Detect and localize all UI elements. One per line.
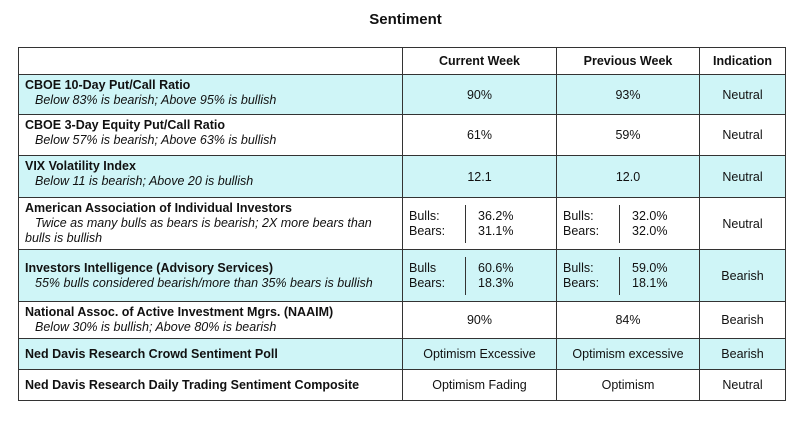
header-current-week: Current Week (402, 47, 557, 75)
indicator-name: Ned Davis Research Daily Trading Sentime… (25, 377, 360, 392)
indicator-cell: Ned Davis Research Crowd Sentiment Poll (18, 338, 403, 370)
previous-split: Bulls: Bears: 32.0% 32.0% (556, 197, 700, 250)
page-title: Sentiment (369, 11, 442, 28)
indicator-cell: CBOE 3-Day Equity Put/Call Ratio Below 5… (18, 114, 403, 156)
indicator-name: Ned Davis Research Crowd Sentiment Poll (25, 346, 278, 361)
previous-value: 84% (556, 301, 700, 339)
indicator-name: VIX Volatility Index (25, 159, 136, 173)
bulls-value: 59.0% (632, 260, 668, 275)
bulls-label: Bulls: (563, 208, 594, 223)
indicator-desc: Twice as many bulls as bears is bearish;… (35, 216, 372, 230)
indicator-name: CBOE 3-Day Equity Put/Call Ratio (25, 118, 226, 132)
bears-label: Bears: (409, 223, 446, 238)
table-row: Ned Davis Research Crowd Sentiment Poll … (18, 338, 786, 370)
indicator-name: CBOE 10-Day Put/Call Ratio (25, 78, 191, 92)
previous-split: Bulls: Bears: 59.0% 18.1% (556, 249, 700, 302)
indicator-desc: Below 57% is bearish; Above 63% is bulli… (35, 133, 277, 147)
indicator-name: American Association of Individual Inves… (25, 201, 292, 215)
header-indicator (18, 47, 403, 75)
bears-value: 18.3% (478, 275, 514, 290)
indicator-desc: Below 11 is bearish; Above 20 is bullish (35, 174, 254, 188)
current-split: Bulls: Bears: 36.2% 31.1% (402, 197, 557, 250)
bears-value: 32.0% (632, 223, 668, 238)
indication-value: Neutral (699, 369, 786, 401)
bulls-value: 36.2% (478, 208, 514, 223)
table-row: American Association of Individual Inves… (18, 197, 786, 250)
indicator-cell: American Association of Individual Inves… (18, 197, 403, 250)
table-row: CBOE 3-Day Equity Put/Call Ratio Below 5… (18, 114, 786, 156)
header-previous-week: Previous Week (556, 47, 700, 75)
bears-label: Bears: (563, 223, 600, 238)
indication-value: Bearish (699, 338, 786, 370)
indicator-desc-cont: bulls is bullish (25, 231, 103, 245)
previous-value: Optimism (556, 369, 700, 401)
header-indication: Indication (699, 47, 786, 75)
bears-label: Bears: (409, 275, 446, 290)
current-value: Optimism Fading (402, 369, 557, 401)
indicator-cell: Investors Intelligence (Advisory Service… (18, 249, 403, 302)
indication-value: Neutral (699, 74, 786, 115)
sentiment-table: Current Week Previous Week Indication CB… (18, 47, 786, 401)
table-row: CBOE 10-Day Put/Call Ratio Below 83% is … (18, 74, 786, 115)
indication-value: Neutral (699, 155, 786, 198)
indicator-cell: CBOE 10-Day Put/Call Ratio Below 83% is … (18, 74, 403, 115)
bears-value: 31.1% (478, 223, 514, 238)
table-row: VIX Volatility Index Below 11 is bearish… (18, 155, 786, 198)
header-row: Current Week Previous Week Indication (18, 47, 786, 75)
indicator-name: National Assoc. of Active Investment Mgr… (25, 305, 334, 319)
indicator-name: Investors Intelligence (Advisory Service… (25, 260, 274, 275)
bears-label: Bears: (563, 275, 600, 290)
previous-value: Optimism excessive (556, 338, 700, 370)
table-row: Investors Intelligence (Advisory Service… (18, 249, 786, 302)
bulls-value: 60.6% (478, 260, 514, 275)
indicator-desc: Below 30% is bullish; Above 80% is beari… (35, 320, 277, 334)
previous-value: 93% (556, 74, 700, 115)
indicator-cell: VIX Volatility Index Below 11 is bearish… (18, 155, 403, 198)
indicator-desc: Below 83% is bearish; Above 95% is bulli… (35, 93, 277, 107)
current-value: 12.1 (402, 155, 557, 198)
bulls-label: Bulls (409, 260, 437, 275)
bulls-label: Bulls: (409, 208, 440, 223)
indicator-cell: Ned Davis Research Daily Trading Sentime… (18, 369, 403, 401)
bulls-label: Bulls: (563, 260, 594, 275)
indicator-cell: National Assoc. of Active Investment Mgr… (18, 301, 403, 339)
current-value: 90% (402, 74, 557, 115)
table-row: National Assoc. of Active Investment Mgr… (18, 301, 786, 339)
bulls-value: 32.0% (632, 208, 668, 223)
bears-value: 18.1% (632, 275, 668, 290)
table-row: Ned Davis Research Daily Trading Sentime… (18, 369, 786, 401)
indication-value: Neutral (699, 197, 786, 250)
current-value: Optimism Excessive (402, 338, 557, 370)
indication-value: Neutral (699, 114, 786, 156)
current-value: 61% (402, 114, 557, 156)
previous-value: 59% (556, 114, 700, 156)
previous-value: 12.0 (556, 155, 700, 198)
indicator-desc: 55% bulls considered bearish/more than 3… (35, 275, 373, 290)
current-value: 90% (402, 301, 557, 339)
indication-value: Bearish (699, 301, 786, 339)
current-split: Bulls Bears: 60.6% 18.3% (402, 249, 557, 302)
indication-value: Bearish (699, 249, 786, 302)
